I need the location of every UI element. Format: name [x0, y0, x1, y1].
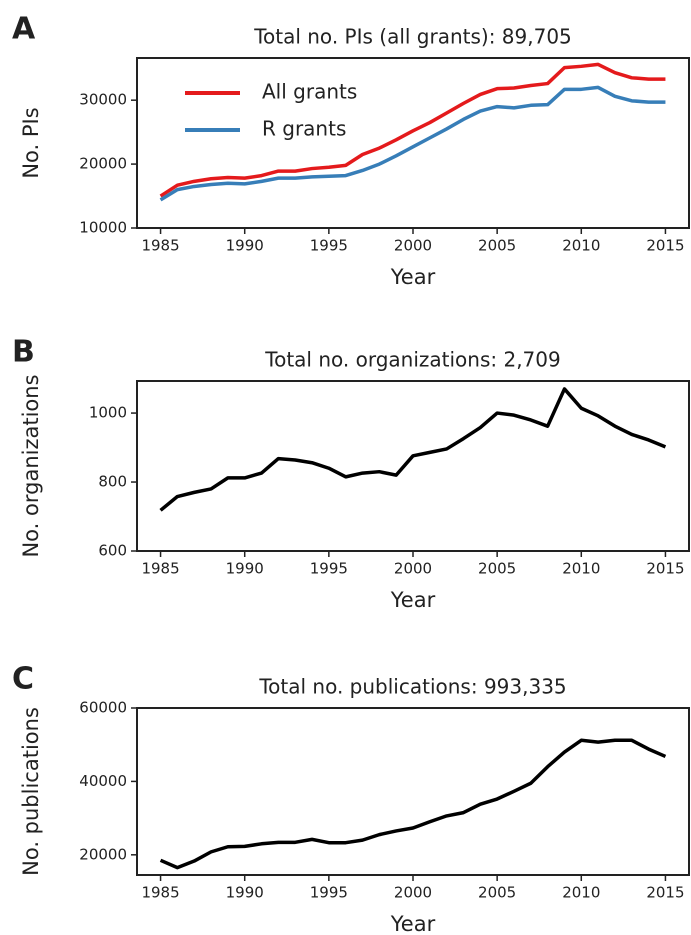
- y-tick-label: 1000: [89, 404, 127, 422]
- plot-frame: [136, 57, 690, 229]
- y-tick-label: 10000: [79, 219, 127, 237]
- y-axis-label: No. PIs: [19, 107, 43, 178]
- x-tick-label: 2005: [478, 560, 516, 578]
- x-tick-label: 1995: [310, 560, 348, 578]
- x-tick-label: 1995: [310, 237, 348, 255]
- y-tick-label: 40000: [79, 772, 127, 790]
- x-axis-label: Year: [390, 265, 436, 289]
- x-tick-label: 1995: [310, 884, 348, 902]
- y-tick-label: 60000: [79, 699, 127, 717]
- plot-frame: [136, 380, 690, 552]
- chart-title: Total no. organizations: 2,709: [264, 348, 560, 372]
- y-tick-label: 600: [98, 542, 127, 560]
- x-tick-label: 2000: [394, 884, 432, 902]
- y-tick-label: 30000: [79, 91, 127, 109]
- y-tick-label: 20000: [79, 155, 127, 173]
- plot-frame: [136, 707, 690, 876]
- x-tick-label: 2010: [562, 237, 600, 255]
- x-tick-label: 1990: [226, 560, 264, 578]
- x-tick-label: 2000: [394, 560, 432, 578]
- x-tick-label: 1985: [141, 560, 179, 578]
- x-tick-label: 2015: [646, 237, 684, 255]
- x-tick-label: 1990: [226, 237, 264, 255]
- x-tick-label: 1985: [141, 884, 179, 902]
- chart-title: Total no. PIs (all grants): 89,705: [253, 25, 572, 49]
- legend-label: R grants: [262, 117, 346, 141]
- chart-title: Total no. publications: 993,335: [258, 675, 566, 699]
- data-line: [159, 387, 667, 512]
- data-line: [159, 738, 667, 870]
- data-line: [159, 85, 666, 202]
- x-tick-label: 2010: [562, 560, 600, 578]
- x-axis-label: Year: [390, 912, 436, 935]
- panel-label: B: [12, 335, 35, 370]
- x-tick-label: 2015: [646, 560, 684, 578]
- panel-label: A: [12, 12, 36, 47]
- x-tick-label: 2005: [478, 237, 516, 255]
- x-tick-label: 2010: [562, 884, 600, 902]
- x-axis-label: Year: [390, 588, 436, 612]
- y-axis-label: No. organizations: [19, 374, 43, 557]
- x-tick-label: 2000: [394, 237, 432, 255]
- legend-label: All grants: [262, 80, 357, 104]
- data-line: [159, 62, 666, 198]
- y-tick-label: 20000: [79, 845, 127, 863]
- panel-label: C: [12, 662, 34, 697]
- x-tick-label: 1985: [141, 237, 179, 255]
- y-axis-label: No. publications: [19, 707, 43, 876]
- x-tick-label: 2005: [478, 884, 516, 902]
- x-tick-label: 2015: [646, 884, 684, 902]
- x-tick-label: 1990: [226, 884, 264, 902]
- y-tick-label: 800: [98, 473, 127, 491]
